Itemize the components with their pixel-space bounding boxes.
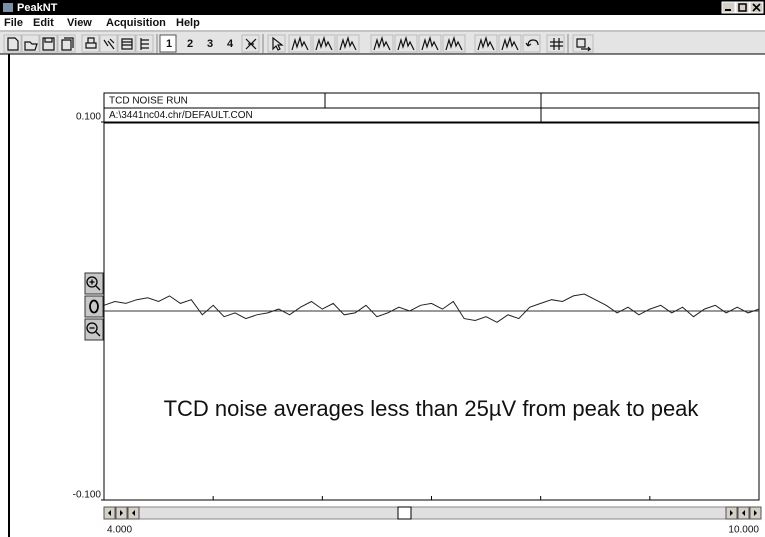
page-label[interactable]: 2	[187, 38, 193, 50]
app-icon	[3, 3, 13, 12]
scroll-thumb[interactable]	[398, 507, 411, 519]
window-title: PeakNT	[17, 2, 58, 14]
page: PeakNT FileEditViewAcquisitionHelp 1234 …	[0, 0, 765, 537]
x-tick-label: 10.000	[728, 525, 759, 536]
zoom-reset-button[interactable]	[85, 296, 103, 317]
page-label[interactable]: 4	[227, 38, 234, 50]
page-label[interactable]: 3	[207, 38, 213, 50]
menu-item[interactable]: Edit	[33, 17, 54, 29]
title-bar	[0, 0, 765, 15]
zoom-controls[interactable]	[85, 273, 103, 340]
menu-item[interactable]: Acquisition	[106, 17, 166, 29]
page-label[interactable]: 1	[166, 38, 172, 50]
y-tick-label: 0.100	[76, 112, 101, 123]
y-tick-label: -0.100	[73, 490, 102, 501]
minimize-button[interactable]	[722, 2, 735, 13]
menu-item[interactable]: File	[4, 17, 23, 29]
tool-button[interactable]	[100, 35, 117, 52]
file-path: A:\3441nc04.chr/DEFAULT.CON	[109, 110, 253, 121]
run-name: TCD NOISE RUN	[109, 96, 188, 107]
window-bg	[0, 0, 765, 537]
x-tick-label: 4.000	[107, 525, 132, 536]
icon	[141, 38, 149, 50]
menu-item[interactable]: View	[67, 17, 92, 29]
scroll-track	[104, 507, 759, 519]
annotation: TCD noise averages less than 25µV from p…	[164, 396, 700, 421]
tool-button[interactable]	[268, 35, 285, 52]
tool-button[interactable]	[547, 35, 564, 52]
app-window: PeakNT FileEditViewAcquisitionHelp 1234 …	[0, 0, 765, 537]
toolbar-buttons: 1 2 3 4	[4, 34, 593, 53]
menu-item[interactable]: Help	[176, 17, 200, 29]
scrollbar[interactable]	[104, 507, 761, 519]
window-controls[interactable]	[722, 2, 763, 13]
